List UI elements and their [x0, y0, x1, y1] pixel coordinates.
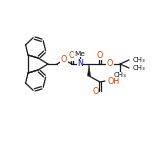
- Text: O: O: [107, 59, 113, 69]
- Text: CH₃: CH₃: [133, 57, 146, 63]
- Text: Me: Me: [75, 51, 85, 57]
- Text: OH: OH: [108, 76, 120, 85]
- Text: CH₃: CH₃: [114, 72, 126, 78]
- Text: O: O: [93, 86, 99, 95]
- Text: O: O: [97, 50, 103, 59]
- Text: N: N: [77, 59, 83, 69]
- Polygon shape: [88, 64, 90, 76]
- Text: O: O: [69, 52, 75, 60]
- Text: O: O: [61, 55, 67, 64]
- Text: CH₃: CH₃: [133, 65, 146, 71]
